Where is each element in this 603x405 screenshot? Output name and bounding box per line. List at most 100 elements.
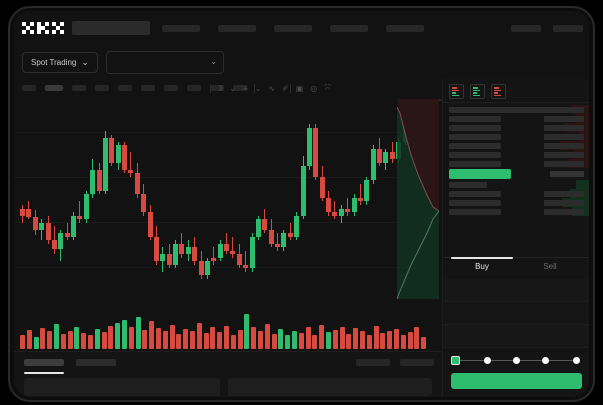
orderbook-ask-row[interactable] bbox=[443, 159, 589, 168]
volume-bar bbox=[360, 331, 365, 349]
ticker-bar: Spot Trading ⌄ ⌄ bbox=[14, 45, 589, 103]
timeframe-button-4[interactable] bbox=[95, 85, 109, 91]
orderbook-ask-row[interactable] bbox=[443, 132, 589, 141]
volume-bar bbox=[271, 333, 277, 349]
orderbook-view-asks[interactable] bbox=[491, 84, 506, 99]
chart-gridlines bbox=[14, 99, 434, 351]
tab-sell[interactable]: Sell bbox=[517, 262, 583, 271]
app-screen: Spot Trading ⌄ ⌄ ‖ ⌄ ≡ ⌄ ∿ ✐ ▣ ◎ ⤧ bbox=[14, 11, 589, 397]
candle bbox=[319, 99, 325, 299]
orderbook-bid-row[interactable] bbox=[443, 207, 589, 216]
settings-icon[interactable]: ◎ bbox=[310, 83, 318, 93]
candles-icon[interactable]: ‖ bbox=[219, 83, 223, 93]
volume-bar bbox=[203, 333, 209, 349]
slider-stop-100[interactable] bbox=[573, 357, 580, 364]
submit-buy-button[interactable] bbox=[451, 373, 582, 389]
timeframe-button-10[interactable] bbox=[233, 85, 247, 91]
chevron-down-icon-2[interactable]: ⌄ bbox=[254, 83, 262, 93]
slider-stop-25[interactable] bbox=[484, 357, 491, 364]
slider-stop-50[interactable] bbox=[513, 357, 520, 364]
timeframe-button-9[interactable] bbox=[210, 85, 224, 91]
orderbook-ask-row[interactable] bbox=[443, 141, 589, 150]
orderbook-ask-row[interactable] bbox=[443, 150, 589, 159]
orderbook-ask-row[interactable] bbox=[443, 105, 589, 114]
trading-mode-dropdown[interactable]: Spot Trading ⌄ bbox=[22, 52, 98, 73]
orders-content-left[interactable] bbox=[24, 378, 220, 396]
orderbook-view-modes bbox=[449, 84, 506, 99]
candle bbox=[96, 99, 102, 299]
candle bbox=[185, 99, 191, 299]
volume-bar bbox=[237, 329, 243, 349]
volume-bar bbox=[67, 330, 73, 349]
volume-bar bbox=[115, 322, 121, 349]
candle bbox=[313, 99, 319, 299]
candle bbox=[243, 99, 249, 299]
slider-stop-75[interactable] bbox=[542, 357, 549, 364]
toolbar-divider bbox=[210, 84, 211, 93]
tab-buy[interactable]: Buy bbox=[449, 257, 515, 271]
order-field-price[interactable] bbox=[443, 279, 589, 302]
candle bbox=[357, 99, 363, 299]
candle bbox=[192, 99, 198, 299]
timeframe-button-5[interactable] bbox=[118, 85, 132, 91]
timeframe-group bbox=[22, 85, 247, 91]
timeframe-button-1[interactable] bbox=[22, 85, 36, 91]
orderbook-ask-row[interactable] bbox=[443, 114, 589, 123]
order-field-total[interactable] bbox=[443, 325, 589, 348]
orders-content-right[interactable] bbox=[228, 378, 432, 396]
timeframe-button-8[interactable] bbox=[187, 85, 201, 91]
orders-action-1[interactable] bbox=[356, 359, 390, 366]
nav-item-1[interactable] bbox=[162, 25, 200, 32]
orderbook-bid-row[interactable] bbox=[443, 189, 589, 198]
amount-percent-slider[interactable] bbox=[451, 356, 582, 366]
nav-item-3[interactable] bbox=[274, 25, 312, 32]
candle bbox=[147, 99, 153, 299]
chevron-down-icon: ⌄ bbox=[210, 57, 217, 66]
timeframe-button-2[interactable] bbox=[45, 85, 63, 91]
order-side-tabs: Buy Sell bbox=[443, 257, 589, 280]
okx-logo[interactable] bbox=[22, 22, 64, 35]
tab-order-history[interactable] bbox=[76, 359, 116, 374]
header-actions bbox=[511, 25, 583, 32]
nav-item-2[interactable] bbox=[218, 25, 256, 32]
fullscreen-icon[interactable]: ⤧ bbox=[324, 83, 331, 92]
volume-bar bbox=[285, 335, 291, 349]
magnet-icon[interactable]: ▣ bbox=[295, 83, 304, 93]
orderbook-view-bids[interactable] bbox=[470, 84, 485, 99]
candle bbox=[204, 99, 210, 299]
candle bbox=[389, 99, 395, 299]
timeframe-button-3[interactable] bbox=[72, 85, 86, 91]
pencil-icon[interactable]: ✐ bbox=[282, 83, 289, 93]
orderbook-view-both[interactable] bbox=[449, 84, 464, 99]
search-input[interactable] bbox=[72, 21, 150, 35]
pair-select[interactable]: ⌄ bbox=[106, 51, 224, 74]
orderbook-ask-row[interactable] bbox=[443, 123, 589, 132]
candle bbox=[122, 99, 127, 299]
candle bbox=[166, 99, 172, 299]
nav-item-5[interactable] bbox=[386, 25, 424, 32]
volume-bar bbox=[305, 327, 311, 349]
candle bbox=[217, 99, 223, 299]
orderbook-bid-row[interactable] bbox=[443, 198, 589, 207]
timeframe-button-7[interactable] bbox=[164, 85, 178, 91]
orders-action-2[interactable] bbox=[400, 359, 434, 366]
nav-item-4[interactable] bbox=[330, 25, 368, 32]
price-chart[interactable] bbox=[14, 99, 434, 351]
chevron-down-icon-1[interactable]: ⌄ bbox=[229, 83, 237, 93]
tab-buy-label: Buy bbox=[475, 262, 489, 271]
volume-bar bbox=[353, 328, 359, 349]
volume-bar bbox=[60, 333, 66, 349]
orderbook-bid-row[interactable] bbox=[443, 180, 589, 189]
trendline-icon[interactable]: ∿ bbox=[268, 83, 276, 93]
volume-bar bbox=[196, 323, 202, 349]
header-action-2[interactable] bbox=[553, 25, 583, 32]
timeframe-button-6[interactable] bbox=[141, 85, 155, 91]
candle bbox=[351, 99, 357, 299]
header-action-1[interactable] bbox=[511, 25, 541, 32]
slider-handle[interactable] bbox=[451, 356, 460, 365]
chevron-down-icon: ⌄ bbox=[81, 57, 89, 67]
order-field-amount[interactable] bbox=[443, 302, 589, 325]
tab-open-orders[interactable] bbox=[24, 359, 64, 374]
indicator-icon[interactable]: ≡ bbox=[243, 83, 248, 93]
volume-series bbox=[14, 304, 434, 349]
